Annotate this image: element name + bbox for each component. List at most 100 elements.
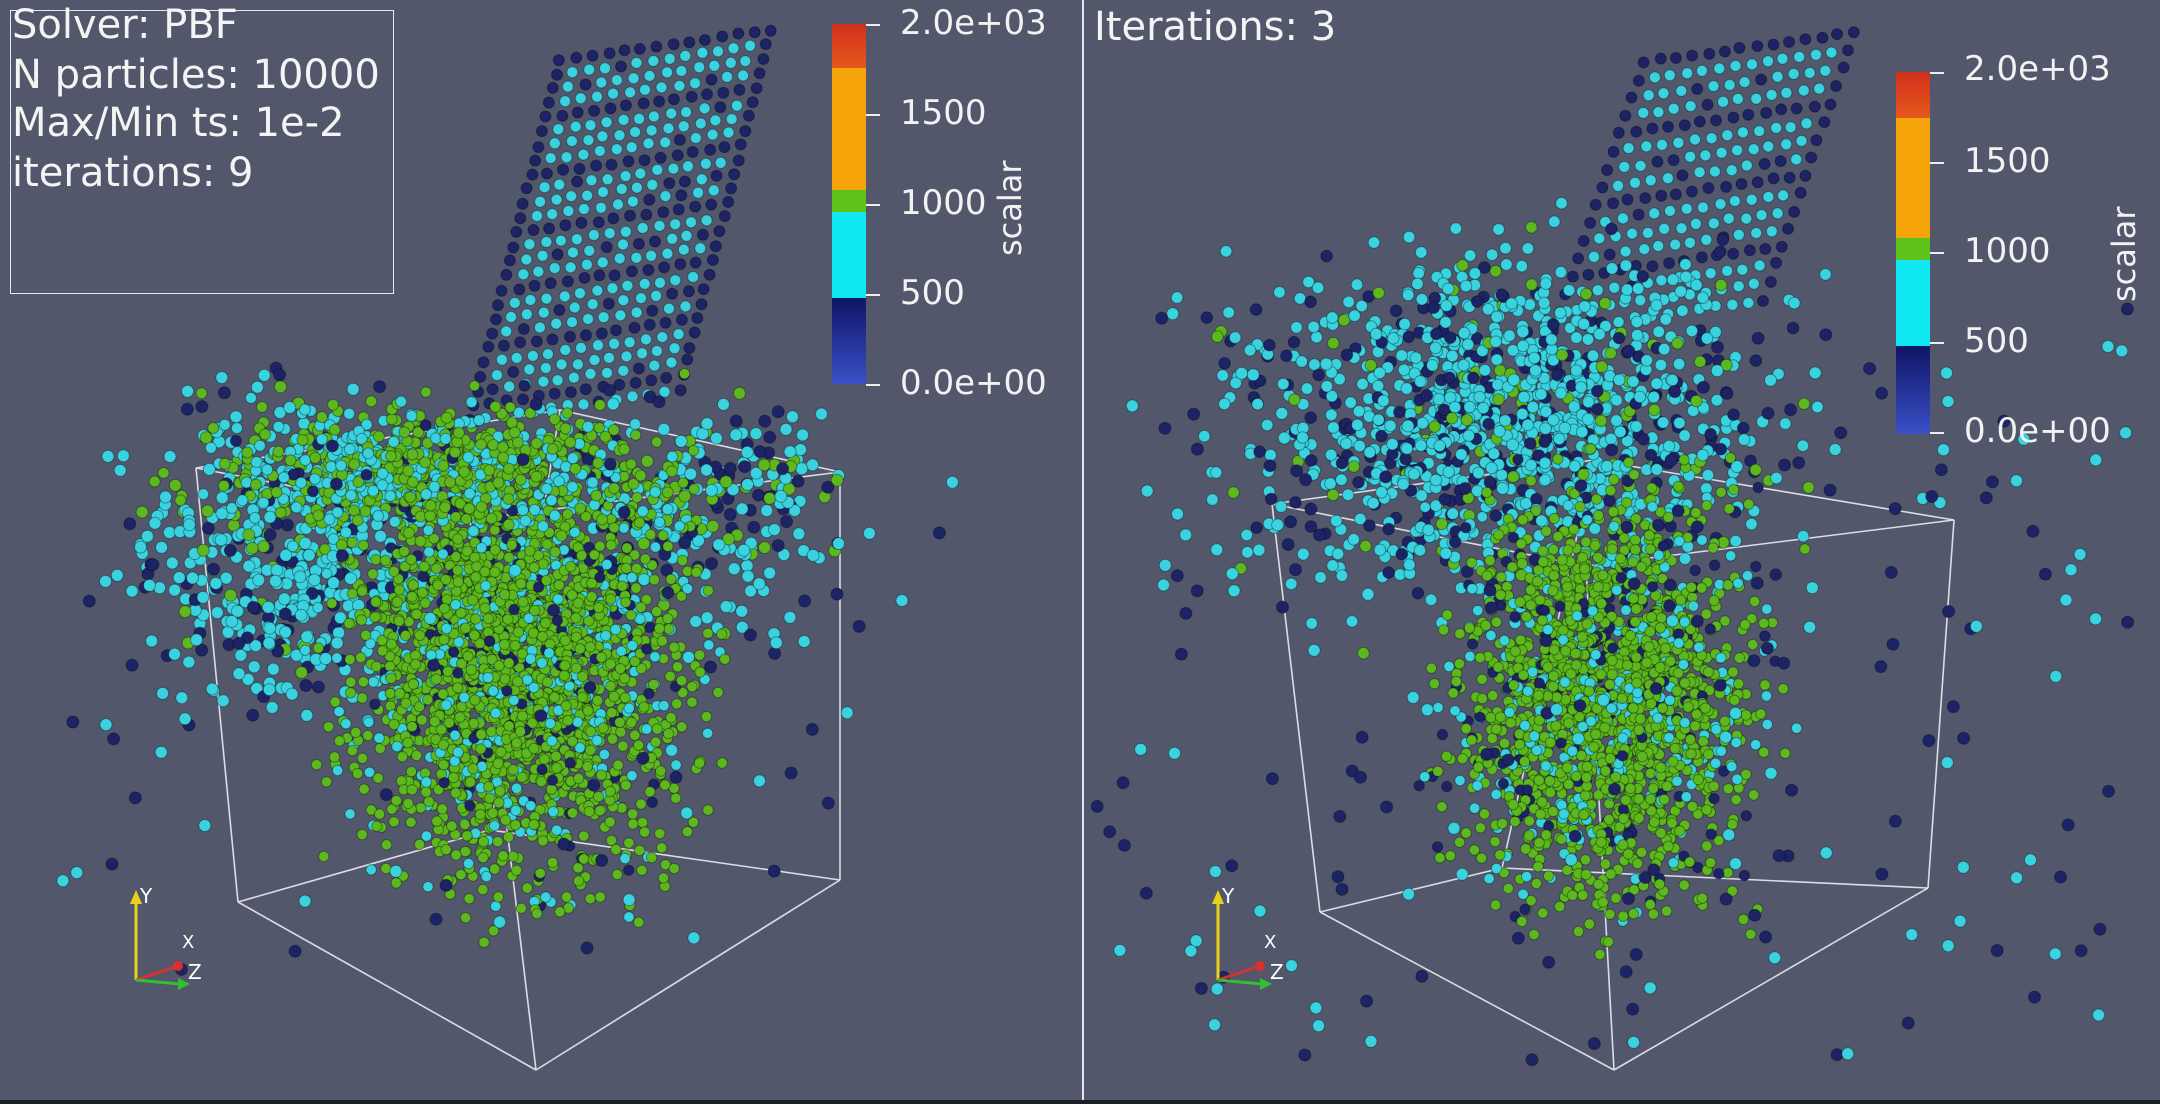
particle bbox=[546, 333, 559, 346]
particle bbox=[610, 843, 622, 856]
particle bbox=[741, 569, 755, 583]
particle bbox=[439, 501, 452, 514]
particle bbox=[636, 222, 649, 234]
particle bbox=[308, 473, 321, 485]
particle bbox=[693, 757, 706, 769]
particle bbox=[356, 752, 369, 764]
particle bbox=[1728, 195, 1741, 207]
particle bbox=[390, 877, 402, 889]
particle bbox=[113, 463, 127, 477]
particle bbox=[603, 457, 617, 471]
particle bbox=[1794, 186, 1807, 199]
particle bbox=[630, 582, 642, 594]
particle bbox=[692, 186, 705, 199]
particle bbox=[1639, 192, 1652, 205]
particle bbox=[651, 723, 663, 735]
particle bbox=[1732, 228, 1745, 241]
particle bbox=[705, 483, 718, 497]
particle bbox=[520, 253, 533, 266]
particle bbox=[622, 155, 635, 168]
particle bbox=[749, 427, 763, 441]
particle bbox=[1250, 521, 1263, 535]
particle bbox=[270, 563, 284, 577]
particle bbox=[677, 477, 689, 489]
particle bbox=[551, 824, 563, 836]
particle bbox=[411, 608, 423, 620]
particle bbox=[531, 210, 543, 222]
particle bbox=[612, 198, 624, 211]
particle bbox=[535, 775, 547, 788]
particle bbox=[1584, 216, 1597, 229]
particle bbox=[571, 358, 584, 371]
particle bbox=[705, 73, 718, 86]
particle bbox=[604, 816, 616, 828]
particle bbox=[647, 678, 660, 691]
particle bbox=[599, 430, 612, 443]
particle bbox=[1819, 64, 1832, 77]
particle bbox=[491, 369, 503, 382]
particle bbox=[1775, 103, 1788, 116]
particle bbox=[219, 571, 233, 585]
particle bbox=[517, 323, 530, 335]
particle bbox=[548, 387, 561, 400]
colorbar-tick bbox=[866, 294, 880, 296]
particle bbox=[290, 501, 303, 514]
particle bbox=[1622, 142, 1635, 155]
particle bbox=[668, 342, 681, 355]
left-render-viewport[interactable]: Solver: PBF N particles: 10000 Max/Min t… bbox=[0, 0, 1082, 1100]
particle bbox=[134, 540, 147, 554]
particle bbox=[702, 804, 714, 816]
right-render-viewport[interactable]: Iterations: 3 2.0e+03 1500 1000 500 0.0e… bbox=[1084, 0, 2160, 1100]
particle bbox=[1816, 31, 1829, 44]
particle bbox=[691, 312, 704, 324]
particle bbox=[520, 308, 533, 321]
particle bbox=[253, 439, 266, 452]
particle bbox=[190, 633, 203, 647]
particle bbox=[580, 941, 594, 955]
particle bbox=[245, 391, 257, 404]
particle bbox=[1702, 182, 1715, 194]
particle bbox=[548, 413, 561, 426]
particle bbox=[215, 507, 229, 520]
particle bbox=[437, 739, 450, 751]
particle bbox=[632, 739, 645, 751]
particle bbox=[1740, 159, 1753, 172]
particle bbox=[741, 478, 754, 491]
particle bbox=[407, 678, 420, 690]
particle bbox=[695, 298, 708, 311]
particle bbox=[232, 636, 246, 650]
particle bbox=[1287, 335, 1301, 349]
particle bbox=[677, 120, 690, 133]
particle bbox=[1652, 240, 1665, 252]
particle bbox=[422, 524, 434, 536]
particle bbox=[508, 426, 521, 439]
particle bbox=[1720, 180, 1733, 193]
particle bbox=[547, 805, 559, 818]
particle bbox=[650, 289, 663, 302]
particle bbox=[830, 587, 844, 601]
left-particle-scene bbox=[56, 24, 959, 1071]
particle bbox=[398, 426, 411, 439]
particle bbox=[1667, 154, 1680, 167]
particle bbox=[733, 386, 746, 400]
particle bbox=[440, 622, 453, 635]
particle bbox=[1736, 126, 1749, 139]
particle bbox=[1642, 89, 1655, 102]
particle bbox=[675, 674, 688, 687]
particle bbox=[524, 545, 536, 557]
particle bbox=[315, 411, 328, 424]
particle bbox=[610, 74, 623, 87]
particle bbox=[503, 657, 515, 669]
particle bbox=[1672, 136, 1685, 149]
particle bbox=[1314, 571, 1327, 584]
particle bbox=[356, 692, 368, 704]
particle bbox=[490, 900, 502, 912]
particle bbox=[719, 653, 731, 665]
particle bbox=[586, 476, 599, 489]
particle bbox=[653, 219, 666, 232]
particle bbox=[526, 168, 539, 181]
particle bbox=[525, 800, 537, 812]
particle bbox=[534, 195, 547, 208]
particle bbox=[1703, 47, 1716, 60]
particle bbox=[672, 328, 685, 341]
